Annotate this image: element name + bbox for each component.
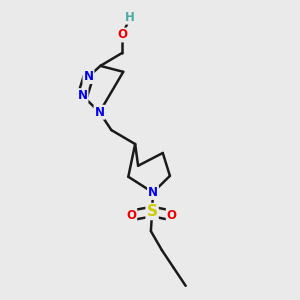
Text: N: N [94,106,104,119]
Text: S: S [147,204,158,219]
Text: O: O [117,28,128,41]
Text: H: H [125,11,135,24]
Text: N: N [77,89,88,102]
Text: N: N [83,70,94,83]
Text: O: O [167,209,177,222]
Text: O: O [126,209,136,222]
Text: N: N [148,186,158,199]
